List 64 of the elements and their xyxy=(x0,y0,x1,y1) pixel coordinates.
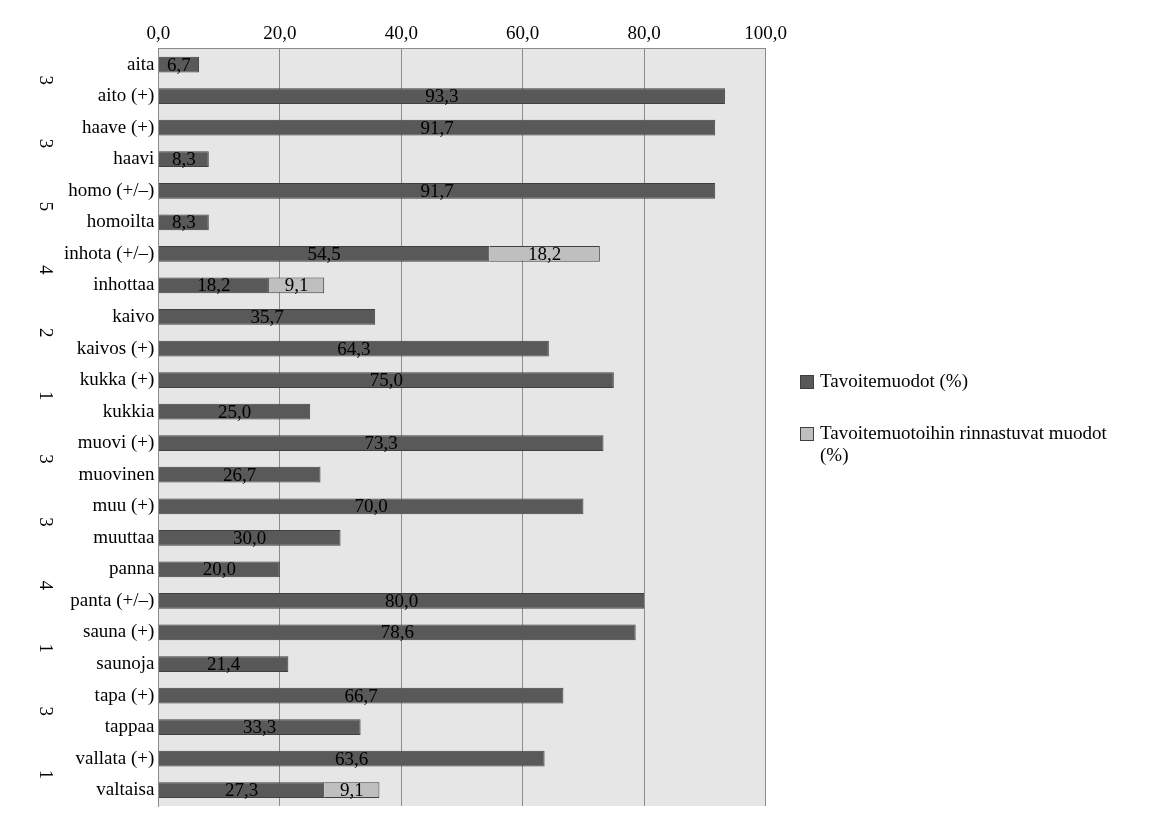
y-tick-label: sauna (+) xyxy=(83,620,155,643)
y-tick-label: aito (+) xyxy=(97,84,155,107)
y-tick-label: kaivo xyxy=(112,304,155,326)
data-label: 21,4 xyxy=(206,653,241,675)
text: 3 xyxy=(36,75,58,86)
data-label: 73,3 xyxy=(364,432,398,454)
data-label: 54,5 xyxy=(307,242,341,264)
data-label: 91,7 xyxy=(420,116,454,138)
text: 3 xyxy=(36,517,58,527)
data-label: 33,3 xyxy=(243,716,277,738)
data-label: 6,7 xyxy=(167,53,191,75)
data-label: 75,0 xyxy=(369,369,403,391)
y-tick-label: haave (+) xyxy=(81,115,155,138)
y-tick-label: kukka (+) xyxy=(79,368,155,391)
y-tick-label: homo (+/–) xyxy=(68,178,155,201)
data-label: 35,7 xyxy=(250,305,284,327)
data-label: 18,2 xyxy=(527,242,562,264)
text: 2 xyxy=(36,328,58,338)
y-tick-label: kaivos (+) xyxy=(76,336,155,359)
y-tick-label: muovi (+) xyxy=(77,431,155,454)
y-tick-label: muu (+) xyxy=(92,494,155,517)
y-tick-label: vallata (+) xyxy=(75,746,155,769)
y-tick-label: saunoja xyxy=(96,652,155,674)
data-label: 91,7 xyxy=(420,179,454,201)
x-tick-label: 20,0 xyxy=(263,22,297,44)
data-label: 18,2 xyxy=(197,274,231,296)
text: 1 xyxy=(36,769,58,780)
x-tick-label: 60,0 xyxy=(506,22,540,44)
x-tick-label: 0,0 xyxy=(146,22,171,44)
data-label: 78,6 xyxy=(380,621,414,643)
y-tick-label: tappaa xyxy=(104,715,155,737)
text: 3 xyxy=(36,454,58,464)
text: 3 xyxy=(36,138,58,149)
y-tick-label: muuttaa xyxy=(93,525,155,547)
data-label: 9,1 xyxy=(339,779,364,801)
data-label: 27,3 xyxy=(224,779,259,801)
x-tick-label: 40,0 xyxy=(384,22,418,44)
x-tick-label: 80,0 xyxy=(627,22,661,44)
text: 1 xyxy=(36,391,58,401)
y-tick-label: haavi xyxy=(113,147,155,169)
y-tick-label: inhottaa xyxy=(93,273,155,295)
y-tick-label: inhota (+/–) xyxy=(64,241,155,264)
data-label: 66,7 xyxy=(344,684,378,706)
data-label: 9,1 xyxy=(284,274,309,296)
text: 1 xyxy=(36,643,58,653)
y-tick-label: aita xyxy=(126,52,155,74)
y-tick-label: muovinen xyxy=(78,462,155,484)
y-tick-label: homoilta xyxy=(86,210,155,232)
text: 4 xyxy=(36,580,58,591)
y-tick-label: tapa (+) xyxy=(94,683,155,706)
x-tick-label: 100,0 xyxy=(744,22,787,44)
text: 4 xyxy=(36,264,58,275)
text: 5 xyxy=(36,201,58,212)
y-tick-label: panna xyxy=(109,557,155,579)
legend-label: Tavoitemuodot (%) xyxy=(820,370,968,392)
data-label: 70,0 xyxy=(354,495,388,517)
legend-label: Tavoitemuotoihin rinnastuvat muodot (%) xyxy=(820,422,1108,466)
data-label: 93,3 xyxy=(425,85,459,107)
data-label: 80,0 xyxy=(384,589,419,611)
data-label: 30,0 xyxy=(233,526,267,548)
y-tick-label: kukkia xyxy=(102,399,155,421)
text: 3 xyxy=(36,706,58,717)
y-tick-label: valtaisa xyxy=(96,778,155,800)
y-tick-label: panta (+/–) xyxy=(70,588,155,611)
